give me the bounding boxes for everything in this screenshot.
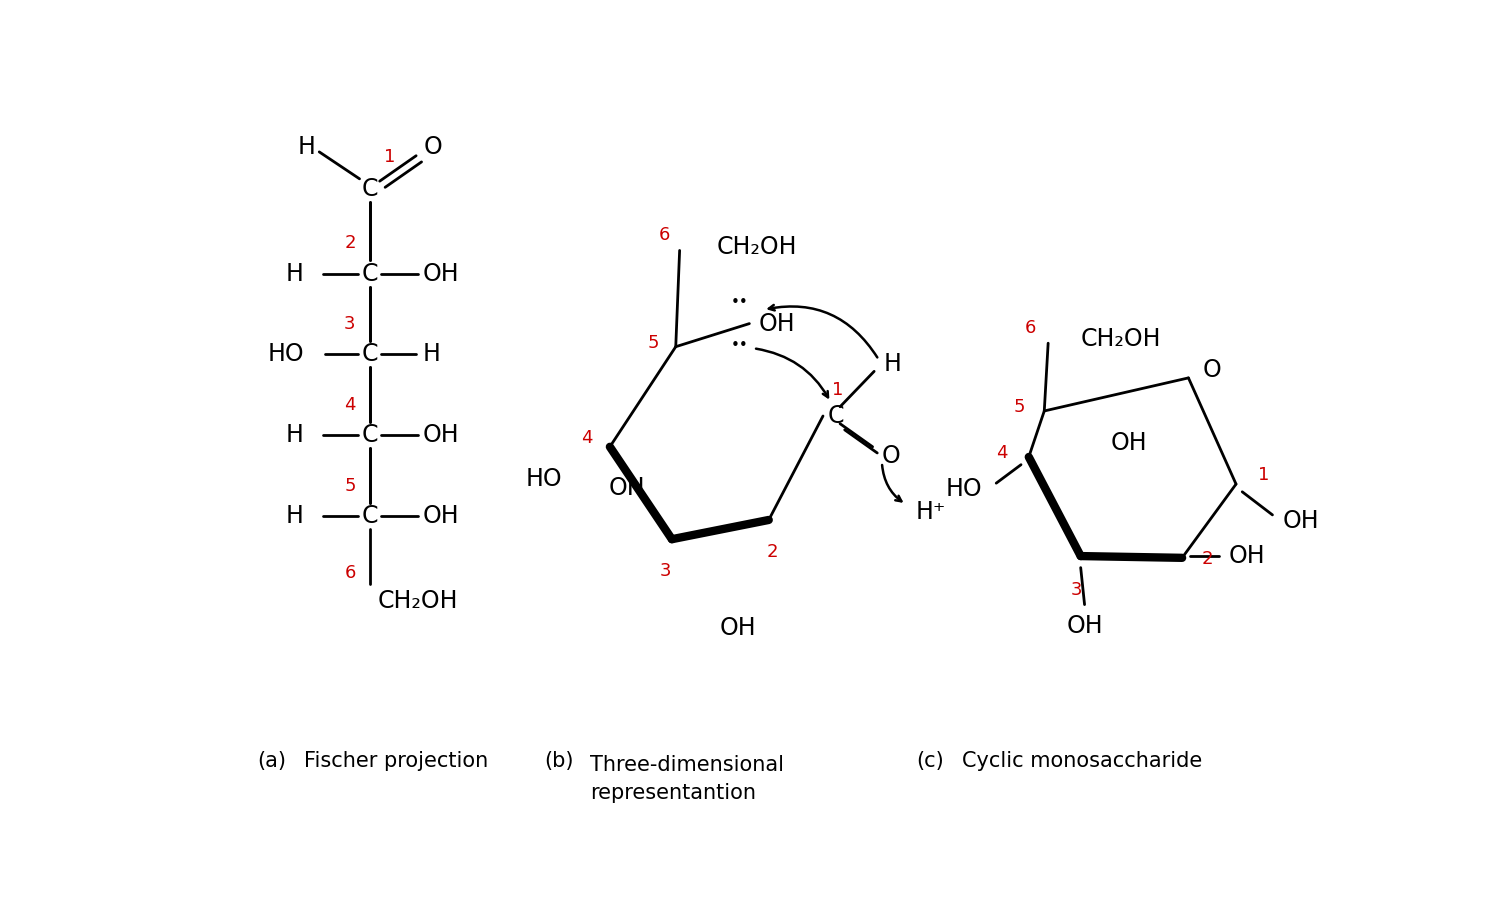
Text: C: C (362, 504, 378, 528)
Text: O: O (424, 134, 442, 158)
Text: 5: 5 (344, 476, 355, 494)
Text: OH: OH (1066, 614, 1102, 638)
Text: H: H (286, 504, 303, 528)
Text: O: O (882, 444, 900, 468)
Text: H: H (297, 134, 315, 158)
Text: C: C (362, 262, 378, 285)
Text: 5: 5 (1014, 398, 1025, 416)
Text: H: H (423, 342, 439, 366)
Text: OH: OH (423, 423, 459, 447)
Text: OH: OH (1228, 544, 1264, 568)
Text: 6: 6 (345, 563, 355, 581)
Text: H: H (286, 262, 303, 285)
Text: 5: 5 (646, 334, 658, 352)
Text: 6: 6 (658, 226, 670, 244)
Text: H⁺: H⁺ (916, 500, 946, 524)
Text: 6: 6 (1024, 319, 1036, 337)
Text: Three-dimensional
representantion: Three-dimensional representantion (591, 755, 784, 803)
Text: (c): (c) (916, 751, 944, 771)
Text: C: C (828, 404, 844, 428)
Text: 4: 4 (582, 428, 592, 446)
Text: 3: 3 (660, 562, 672, 580)
Text: C: C (362, 342, 378, 366)
Text: OH: OH (1112, 431, 1148, 455)
Text: CH₂OH: CH₂OH (1080, 328, 1161, 351)
Text: Cyclic monosaccharide: Cyclic monosaccharide (963, 751, 1203, 771)
Text: HO: HO (525, 467, 562, 491)
Text: OH: OH (759, 311, 795, 336)
Text: (b): (b) (544, 751, 573, 771)
Text: HO: HO (267, 342, 303, 366)
Text: O: O (1203, 358, 1221, 382)
Text: 1: 1 (1257, 466, 1269, 484)
Text: OH: OH (720, 616, 756, 640)
Text: H: H (884, 352, 902, 375)
Text: 4: 4 (344, 396, 355, 414)
Text: 2: 2 (344, 234, 355, 252)
Text: OH: OH (423, 262, 459, 285)
Text: (a): (a) (258, 751, 286, 771)
Text: 3: 3 (1071, 580, 1083, 598)
Text: ••: •• (730, 294, 748, 310)
Text: CH₂OH: CH₂OH (717, 235, 798, 258)
Text: OH: OH (609, 476, 645, 500)
Text: 4: 4 (996, 444, 1006, 462)
Text: CH₂OH: CH₂OH (378, 589, 458, 613)
Text: HO: HO (945, 477, 982, 501)
Text: H: H (286, 423, 303, 447)
Text: OH: OH (423, 504, 459, 528)
Text: C: C (362, 423, 378, 447)
Text: ••: •• (730, 338, 748, 353)
Text: 3: 3 (344, 315, 355, 333)
Text: Fischer projection: Fischer projection (303, 751, 488, 771)
Text: 1: 1 (833, 381, 843, 399)
Text: 2: 2 (1202, 551, 1214, 569)
Text: 1: 1 (384, 148, 394, 166)
Text: OH: OH (1282, 509, 1318, 533)
Text: C: C (362, 176, 378, 201)
Text: 2: 2 (766, 543, 778, 561)
